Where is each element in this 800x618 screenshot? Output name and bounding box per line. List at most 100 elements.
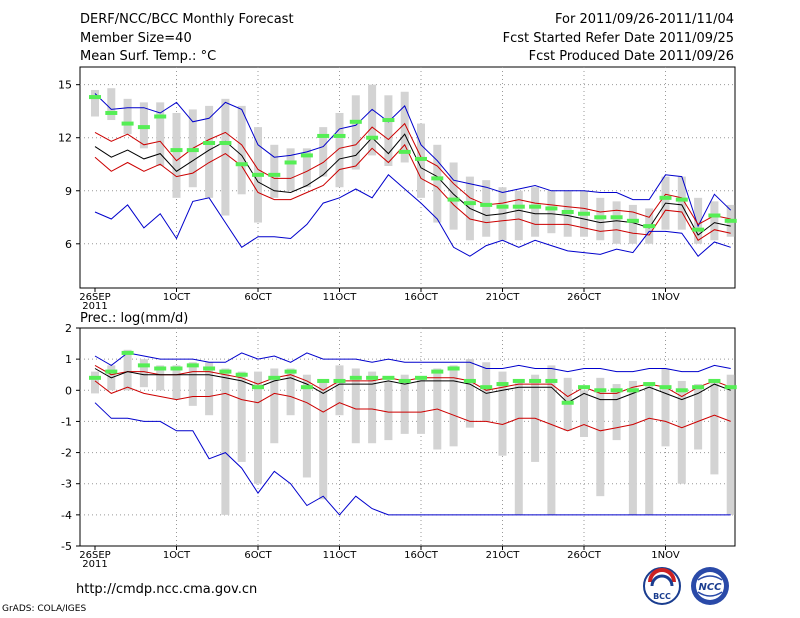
precip-spread-bar [302,374,311,478]
temp-spread-bar [91,89,99,117]
temp-observed-marker [512,204,525,209]
grads-credit: GrADS: COLA/IGES [2,604,87,614]
precip-observed-marker [578,385,590,390]
temp-observed-marker [284,160,297,165]
precip-line-inner-upper [94,364,731,398]
temp-xtick-label: 1NOV [651,292,680,303]
precip-spread-bar [645,384,654,515]
precip-xtick-label: 6OCT [244,550,272,561]
precip-observed-marker [105,369,118,374]
precip-spread-bar [351,368,360,444]
precip-spread-bar [465,359,474,428]
temp-observed-marker [382,118,395,123]
precip-ytick-label: 1 [65,353,72,366]
precip-line-inner-lower [94,380,731,432]
temp-line-outer-upper [94,93,732,228]
precip-observed-marker [252,385,264,390]
precip-xtick-label: 1NOV [651,550,680,561]
precip-ytick-label: -1 [61,415,72,428]
precip-observed-marker [300,385,313,390]
precip-observed-marker [643,382,656,387]
precip-observed-marker [89,375,101,380]
precip-observed-marker [284,369,297,374]
temp-observed-marker [105,110,118,115]
temp-frame [79,66,736,289]
precip-spread-bar [205,362,214,416]
temp-spread-bar [205,105,214,198]
temp-spread-bar [368,84,377,156]
temp-observed-marker [692,227,705,232]
precip-observed-marker [626,388,639,393]
precip-spread-bar [156,365,165,391]
precip-ytick-label: -5 [61,540,72,553]
precip-observed-marker [219,369,232,374]
precip-spread-bar [335,365,344,416]
precip-spread-bar [726,374,735,515]
temp-observed-marker [578,211,590,216]
temp-spread-bar [221,98,230,216]
precip-ytick-label: 2 [65,322,72,335]
precip-xtick-label: 16OCT [404,550,439,561]
precip-ytick-label: 0 [65,384,72,397]
temp-spread-bar [335,112,344,188]
precip-spread-bar [417,377,425,434]
temp-ytick-label: 15 [58,79,72,92]
temp-observed-marker [121,121,134,126]
temp-spread-bar [172,112,181,198]
precip-observed-marker [431,369,444,374]
ncc-logo-text: NCC [698,582,722,593]
precip-spread-bar [237,371,246,462]
precip-observed-marker [463,378,476,383]
precip-title: Prec.: log(mm/d) [80,311,188,326]
temp-spread-bar [400,91,409,163]
precip-observed-marker [349,375,362,380]
precip-observed-marker [708,378,721,383]
precip-observed-marker [496,382,509,387]
precip-observed-marker [724,385,737,390]
started-date: Fcst Started Refer Date 2011/09/25 [502,31,734,46]
precip-spread-bar [514,380,523,515]
precip-observed-marker [594,388,607,393]
precip-observed-marker [398,378,411,383]
precip-ytick-label: -4 [61,509,72,522]
temp-observed-marker [349,119,362,124]
precip-observed-marker [675,388,688,393]
precip-spread-bar [482,362,491,422]
precip-xtick-label: 11OCT [323,550,358,561]
precip-ytick-label: -3 [61,478,72,491]
member-size: Member Size=40 [80,31,192,46]
temp-spread-bar [514,190,523,241]
agency-logos: BCC NCC [643,567,729,605]
precip-line-ensemble-mean [94,368,731,404]
precip-observed-marker [561,400,574,405]
precip-observed-marker [203,366,216,371]
temp-observed-marker [89,95,101,100]
temp-spread-bar [156,102,165,167]
precip-observed-marker [366,375,379,380]
precip-observed-marker [447,366,460,371]
temp-line-outer-lower [94,174,731,257]
precip-spread-bar [123,349,132,391]
temp-spread-bar [482,180,491,237]
temp-observed-marker [594,215,607,220]
precip-spread-bar [580,390,588,437]
precip-line-outer-lower [94,402,731,516]
source-url[interactable]: http://cmdp.ncc.cma.gov.cn [76,582,258,597]
precip-spread-bar [628,380,637,515]
precip-observed-marker [268,375,281,380]
precip-spread-bar [677,380,686,484]
precip-spread-bar [368,371,377,444]
temp-spread-bar [612,201,621,244]
precip-observed-marker [692,385,705,390]
forecast-range: For 2011/09/26-2011/11/04 [555,12,734,27]
temp-xtick-label: 6OCT [244,292,272,303]
temp-spread-bar [694,197,703,244]
variable-label: Mean Surf. Temp.: °C [80,49,217,64]
precip-spread-bar [596,377,605,497]
temp-observed-marker [643,224,656,229]
temp-observed-marker [480,202,493,207]
precip-spread-bar [286,368,295,416]
precip-spread-bar [661,368,670,447]
temp-observed-marker [463,201,476,206]
temp-observed-marker [398,149,411,154]
